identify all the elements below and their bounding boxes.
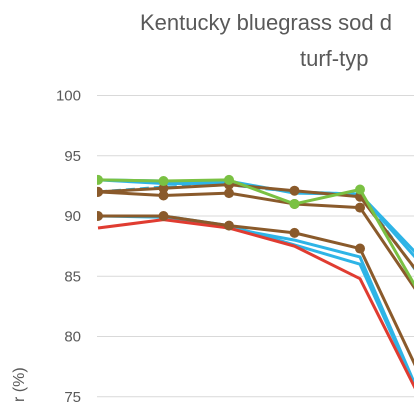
- series-7: [97, 211, 414, 367]
- data-point: [97, 186, 103, 197]
- data-point: [97, 174, 103, 185]
- y-tick-label: 90: [64, 208, 81, 225]
- series-9: [97, 186, 414, 290]
- data-point: [355, 243, 365, 254]
- data-point: [224, 174, 234, 185]
- chart-title-line1: Kentucky bluegrass sod d: [140, 10, 392, 35]
- y-tick-label: 80: [64, 329, 81, 346]
- data-point: [355, 184, 365, 195]
- y-tick-label: 95: [64, 148, 81, 165]
- series-line: [98, 214, 414, 388]
- data-point: [158, 176, 169, 187]
- gridlines: [97, 95, 414, 398]
- series-10: [97, 174, 414, 287]
- data-point: [224, 220, 234, 231]
- series-line: [97, 214, 414, 386]
- series-line: [98, 214, 414, 367]
- data-point: [289, 198, 300, 209]
- data-point: [289, 227, 300, 238]
- y-tick-label: 100: [56, 88, 81, 105]
- y-tick-label: 75: [64, 389, 81, 402]
- series-line: [97, 178, 414, 287]
- data-point: [224, 188, 234, 199]
- data-point: [158, 190, 169, 201]
- series-6: [97, 218, 414, 390]
- y-tick-label: 85: [64, 268, 81, 285]
- data-point: [97, 211, 103, 221]
- y-tick-labels: 100 95 90 85 80 75: [56, 88, 81, 402]
- data-point: [158, 183, 169, 194]
- series-5: [98, 214, 414, 388]
- series-group: [97, 174, 414, 390]
- series-line: [97, 218, 414, 390]
- series-4: [97, 214, 414, 386]
- data-point: [355, 202, 365, 213]
- data-point: [158, 211, 169, 221]
- y-axis-label: r (%): [11, 367, 28, 402]
- chart-title-line2: turf-typ: [300, 46, 368, 71]
- data-point: [289, 185, 300, 196]
